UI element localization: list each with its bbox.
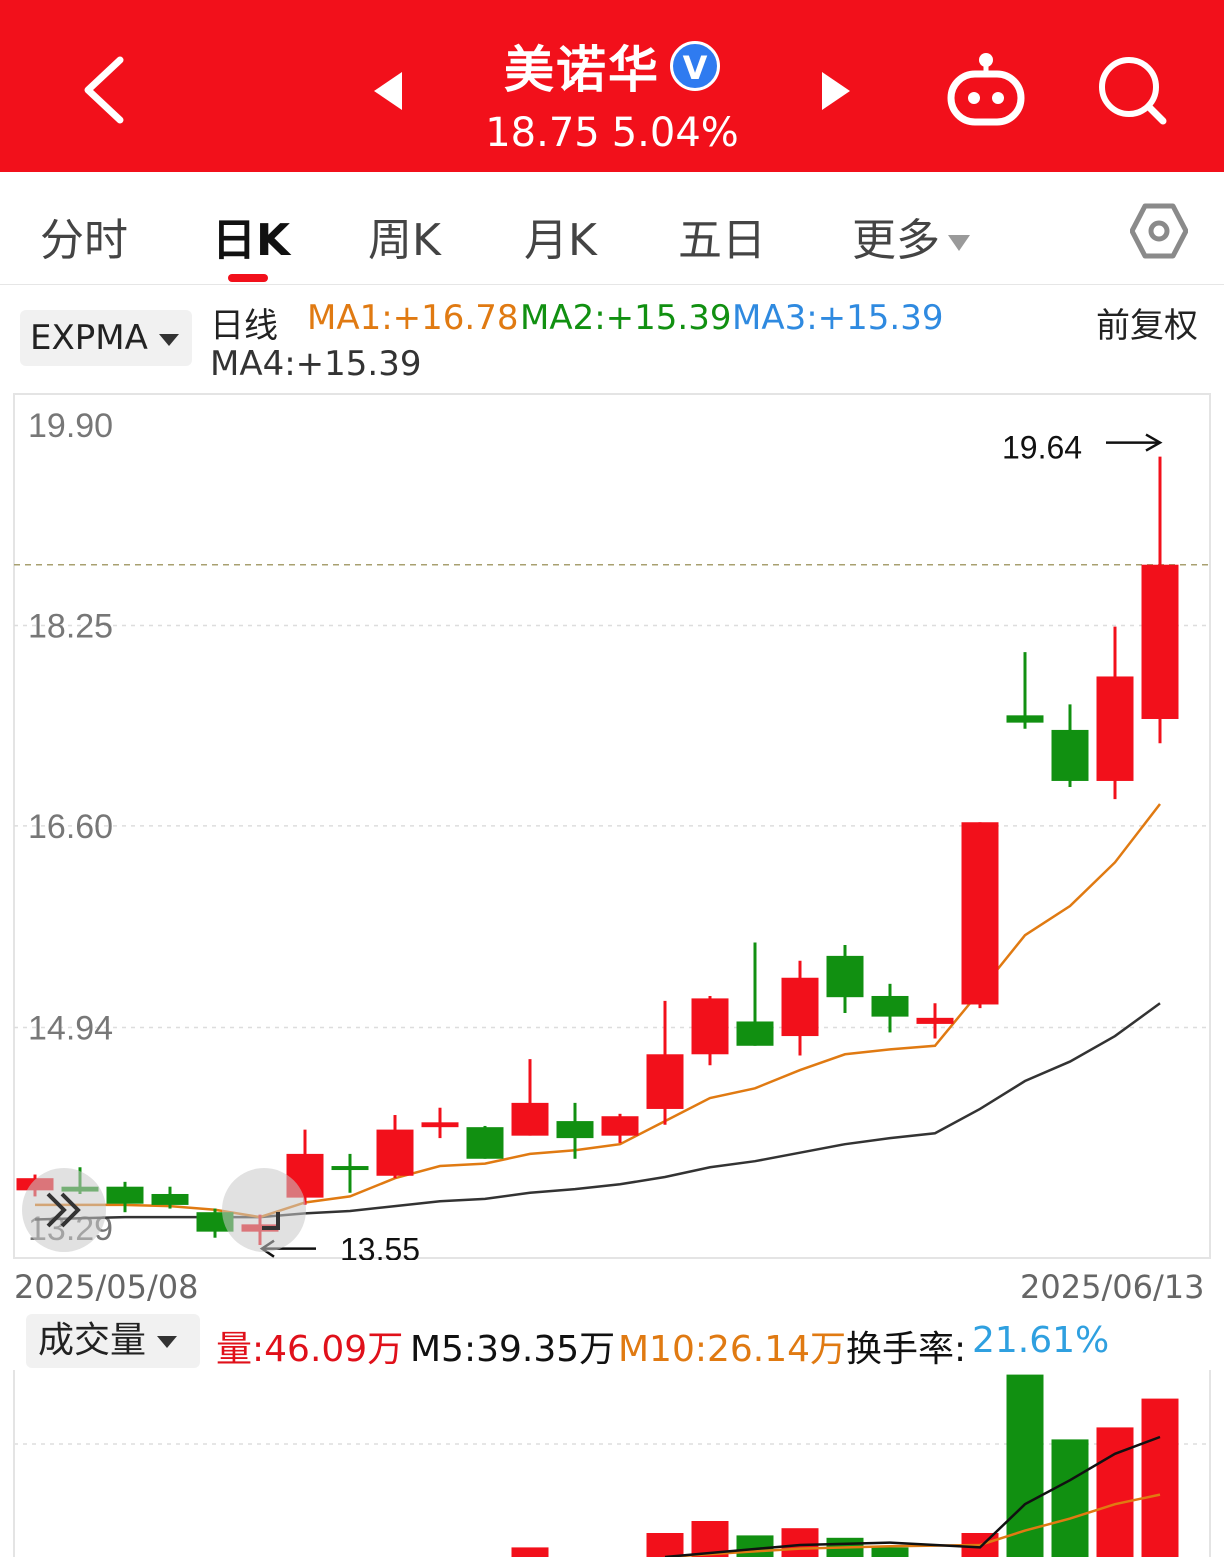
x-start-date: 2025/05/08	[14, 1268, 199, 1306]
candle-body	[826, 955, 864, 998]
candle-body	[106, 1186, 144, 1204]
ma1-value: MA1:+16.78	[307, 298, 519, 338]
candle-body	[781, 977, 819, 1037]
dropdown-caret-icon	[948, 235, 970, 251]
candle-body	[556, 1121, 594, 1139]
ma-black-line	[34, 1002, 1161, 1221]
tab-daily-k[interactable]: 日K	[212, 215, 291, 266]
candle-body	[1006, 715, 1044, 723]
volume-bar	[646, 1533, 684, 1557]
stock-price: 18.75	[485, 110, 600, 156]
turnover-label: 换手率:	[846, 1329, 967, 1370]
candle-body	[511, 1102, 549, 1136]
next-stock-icon[interactable]	[820, 70, 852, 112]
x-end-date: 2025/06/13	[1020, 1268, 1205, 1306]
volume-select-label: 成交量	[38, 1320, 147, 1361]
back-arrow-icon[interactable]	[80, 55, 128, 125]
candle-body	[871, 995, 909, 1017]
min-price-label: 13.55	[340, 1232, 420, 1260]
indicator-select[interactable]: EXPMA	[20, 310, 192, 366]
candle-body	[646, 1054, 684, 1109]
volume-m10-line	[664, 1493, 1161, 1557]
candle-body	[421, 1122, 459, 1128]
candle-body	[466, 1127, 504, 1159]
tab-weekly-k[interactable]: 周K	[368, 215, 441, 266]
volume-bar	[1051, 1439, 1089, 1557]
candle-body	[961, 822, 999, 1005]
settings-hex-icon[interactable]	[1130, 202, 1188, 260]
turnover-value: 21.61%	[972, 1320, 1110, 1361]
price-adjust-option[interactable]: 前复权	[1096, 306, 1198, 346]
tab-monthly-k[interactable]: 月K	[524, 215, 597, 266]
candle-body	[691, 998, 729, 1055]
active-tab-indicator	[228, 274, 268, 282]
double-chevron-right-icon	[46, 1192, 81, 1228]
ma2-value: MA2:+15.39	[520, 298, 732, 338]
stock-change-pct: 5.04%	[611, 110, 739, 156]
period-tab-bar: 分时 日K 周K 月K 五日 更多	[0, 172, 1224, 285]
y-tick-label: 16.60	[28, 808, 113, 846]
candle-body	[916, 1017, 954, 1024]
y-tick-label: 18.25	[28, 607, 113, 645]
volume-value: 量:46.09万	[216, 1329, 404, 1370]
candle-body	[736, 1021, 774, 1046]
volume-chart[interactable]	[0, 1370, 1224, 1557]
tab-more[interactable]: 更多	[852, 204, 972, 268]
volume-indicator-select[interactable]: 成交量	[26, 1314, 200, 1368]
max-price-label: 19.64	[1002, 430, 1082, 466]
volume-m5-line	[664, 1435, 1161, 1557]
fullscreen-button[interactable]	[222, 1168, 306, 1252]
candle-body	[1096, 676, 1134, 781]
candle-body	[1141, 564, 1179, 719]
volume-m10: M10:26.14万	[618, 1329, 847, 1370]
ma3-value: MA3:+15.39	[732, 298, 944, 338]
indicator-select-label: EXPMA	[30, 318, 148, 358]
y-tick-label: 14.94	[28, 1010, 113, 1048]
candle-body	[331, 1166, 369, 1171]
volume-bar	[511, 1547, 549, 1557]
search-icon[interactable]	[1097, 55, 1169, 127]
dropdown-caret-icon	[157, 1336, 178, 1348]
dropdown-caret-icon	[158, 333, 179, 346]
candle-body	[151, 1193, 189, 1205]
tab-intraday[interactable]: 分时	[40, 215, 128, 266]
verified-badge-icon: V	[670, 41, 720, 91]
stock-price-row: 18.75 5.04%	[0, 110, 1224, 156]
volume-bar	[871, 1547, 909, 1557]
volume-bar	[781, 1528, 819, 1557]
max-arrow-head	[1145, 433, 1163, 452]
y-tick-label: 19.90	[28, 407, 113, 445]
tab-more-label: 更多	[852, 215, 940, 266]
stock-title: 美诺华 V	[0, 30, 1224, 102]
line-type-label: 日线	[210, 306, 278, 346]
stock-name: 美诺华	[504, 41, 660, 99]
volume-m5: M5:39.35万	[410, 1329, 616, 1370]
volume-bar	[1141, 1398, 1179, 1557]
expand-chart-button[interactable]	[22, 1168, 106, 1252]
candle-body	[376, 1129, 414, 1176]
volume-bar	[1096, 1427, 1134, 1557]
fullscreen-icon	[262, 1212, 280, 1230]
candle-body	[1051, 729, 1089, 781]
tab-five-day[interactable]: 五日	[678, 215, 766, 266]
candle-body	[601, 1116, 639, 1136]
robot-icon[interactable]	[945, 50, 1027, 128]
volume-bar	[736, 1535, 774, 1557]
ma4-value: MA4:+15.39	[210, 344, 422, 384]
prev-stock-icon[interactable]	[372, 70, 404, 112]
